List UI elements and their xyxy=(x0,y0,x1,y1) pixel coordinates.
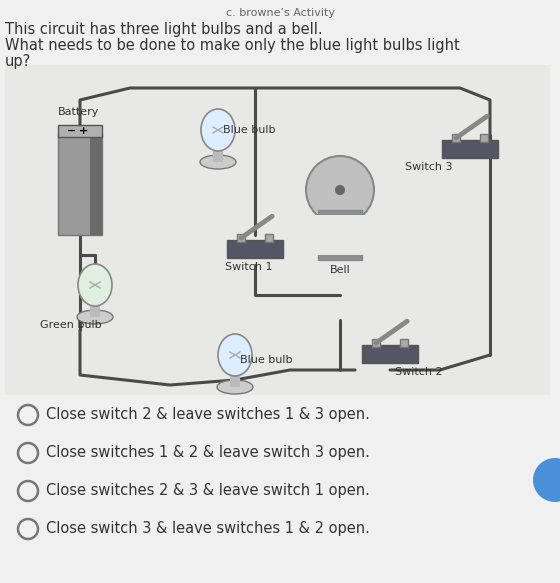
Text: up?: up? xyxy=(5,54,31,69)
Circle shape xyxy=(335,185,345,195)
Text: Switch 1: Switch 1 xyxy=(225,262,273,272)
Bar xyxy=(213,140,223,162)
Bar xyxy=(362,345,418,363)
Ellipse shape xyxy=(217,380,253,394)
Ellipse shape xyxy=(200,155,236,169)
Bar xyxy=(90,135,102,235)
Ellipse shape xyxy=(201,109,235,151)
Bar xyxy=(227,240,283,258)
Text: Blue bulb: Blue bulb xyxy=(223,125,276,135)
Text: Switch 3: Switch 3 xyxy=(405,162,452,172)
Bar xyxy=(230,365,240,387)
Ellipse shape xyxy=(77,310,113,324)
Circle shape xyxy=(533,458,560,502)
Text: Close switches 1 & 2 & leave switch 3 open.: Close switches 1 & 2 & leave switch 3 op… xyxy=(46,445,370,461)
Ellipse shape xyxy=(306,156,374,224)
Text: Blue bulb: Blue bulb xyxy=(240,355,292,365)
Text: −: − xyxy=(67,126,77,136)
Bar xyxy=(58,135,102,235)
Text: Close switch 2 & leave switches 1 & 3 open.: Close switch 2 & leave switches 1 & 3 op… xyxy=(46,408,370,423)
Text: This circuit has three light bulbs and a bell.: This circuit has three light bulbs and a… xyxy=(5,22,323,37)
Bar xyxy=(372,339,380,347)
Bar xyxy=(265,234,273,242)
Ellipse shape xyxy=(78,264,112,306)
Text: Close switches 2 & 3 & leave switch 1 open.: Close switches 2 & 3 & leave switch 1 op… xyxy=(46,483,370,498)
Text: Green bulb: Green bulb xyxy=(40,320,101,330)
Bar xyxy=(300,215,380,255)
Text: +: + xyxy=(78,126,87,136)
Bar xyxy=(442,140,498,158)
Bar xyxy=(237,234,245,242)
Bar xyxy=(5,65,550,395)
Text: Bell: Bell xyxy=(330,265,351,275)
Text: Close switch 3 & leave switches 1 & 2 open.: Close switch 3 & leave switches 1 & 2 op… xyxy=(46,522,370,536)
Text: c. browne’s Activity: c. browne’s Activity xyxy=(226,8,334,18)
Bar xyxy=(58,125,102,137)
Bar xyxy=(90,295,100,317)
Ellipse shape xyxy=(218,334,252,376)
Text: What needs to be done to make only the blue light bulbs light: What needs to be done to make only the b… xyxy=(5,38,460,53)
Bar xyxy=(400,339,408,347)
Text: Battery: Battery xyxy=(58,107,99,117)
Bar xyxy=(452,134,460,142)
Bar xyxy=(480,134,488,142)
Bar xyxy=(318,210,362,260)
Text: Switch 2: Switch 2 xyxy=(395,367,442,377)
